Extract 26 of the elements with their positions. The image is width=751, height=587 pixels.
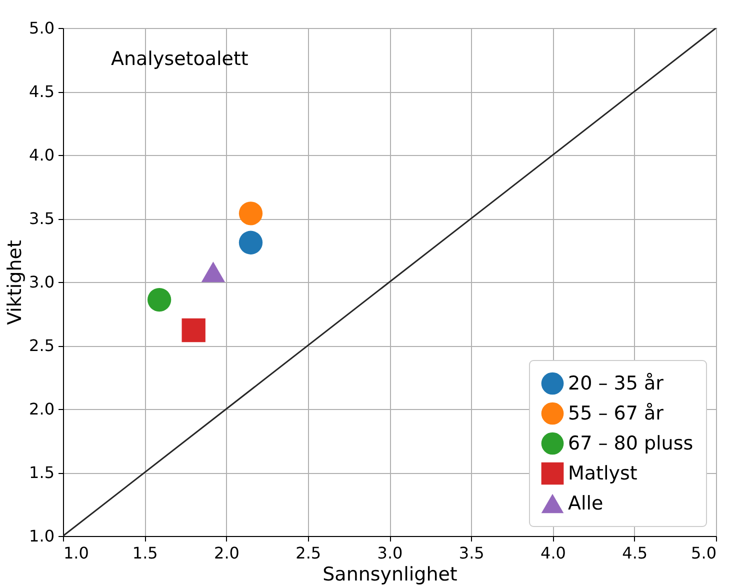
legend-label: 55 – 67 år bbox=[568, 402, 664, 424]
legend-label: Alle bbox=[568, 492, 604, 514]
y-tick-label: 3.5 bbox=[29, 209, 54, 228]
x-tick-label: 4.5 bbox=[622, 544, 648, 562]
y-tick-label: 1.5 bbox=[29, 463, 54, 482]
x-tick-label: 3.0 bbox=[377, 544, 403, 562]
y-tick-label: 3.0 bbox=[29, 272, 54, 292]
y-tick-label: 2.0 bbox=[29, 400, 54, 418]
y-tick-label: 5.0 bbox=[29, 18, 54, 38]
y-tick-label: 4.5 bbox=[29, 82, 54, 101]
x-tick-label: 1.0 bbox=[64, 544, 89, 562]
x-tick-label: 2.0 bbox=[214, 544, 240, 562]
x-tick-label: 3.5 bbox=[458, 544, 484, 562]
x-tick-label: 2.5 bbox=[296, 544, 322, 562]
legend-label: 67 – 80 pluss bbox=[568, 432, 694, 454]
x-tick-label: 5.0 bbox=[691, 544, 716, 562]
legend-label: 20 – 35 år bbox=[568, 372, 664, 394]
y-tick-label: 1.0 bbox=[29, 526, 54, 546]
y-axis-title: Viktighet bbox=[4, 240, 26, 325]
x-tick-label: 4.0 bbox=[540, 544, 566, 562]
y-tick-label: 2.5 bbox=[29, 336, 54, 355]
y-tick-label: 4.0 bbox=[29, 146, 54, 164]
legend-label: Matlyst bbox=[568, 462, 638, 484]
x-axis-title: Sannsynlighet bbox=[322, 564, 458, 586]
x-tick-label: 1.5 bbox=[132, 544, 158, 562]
annotation: Analysetoalett bbox=[111, 48, 248, 70]
